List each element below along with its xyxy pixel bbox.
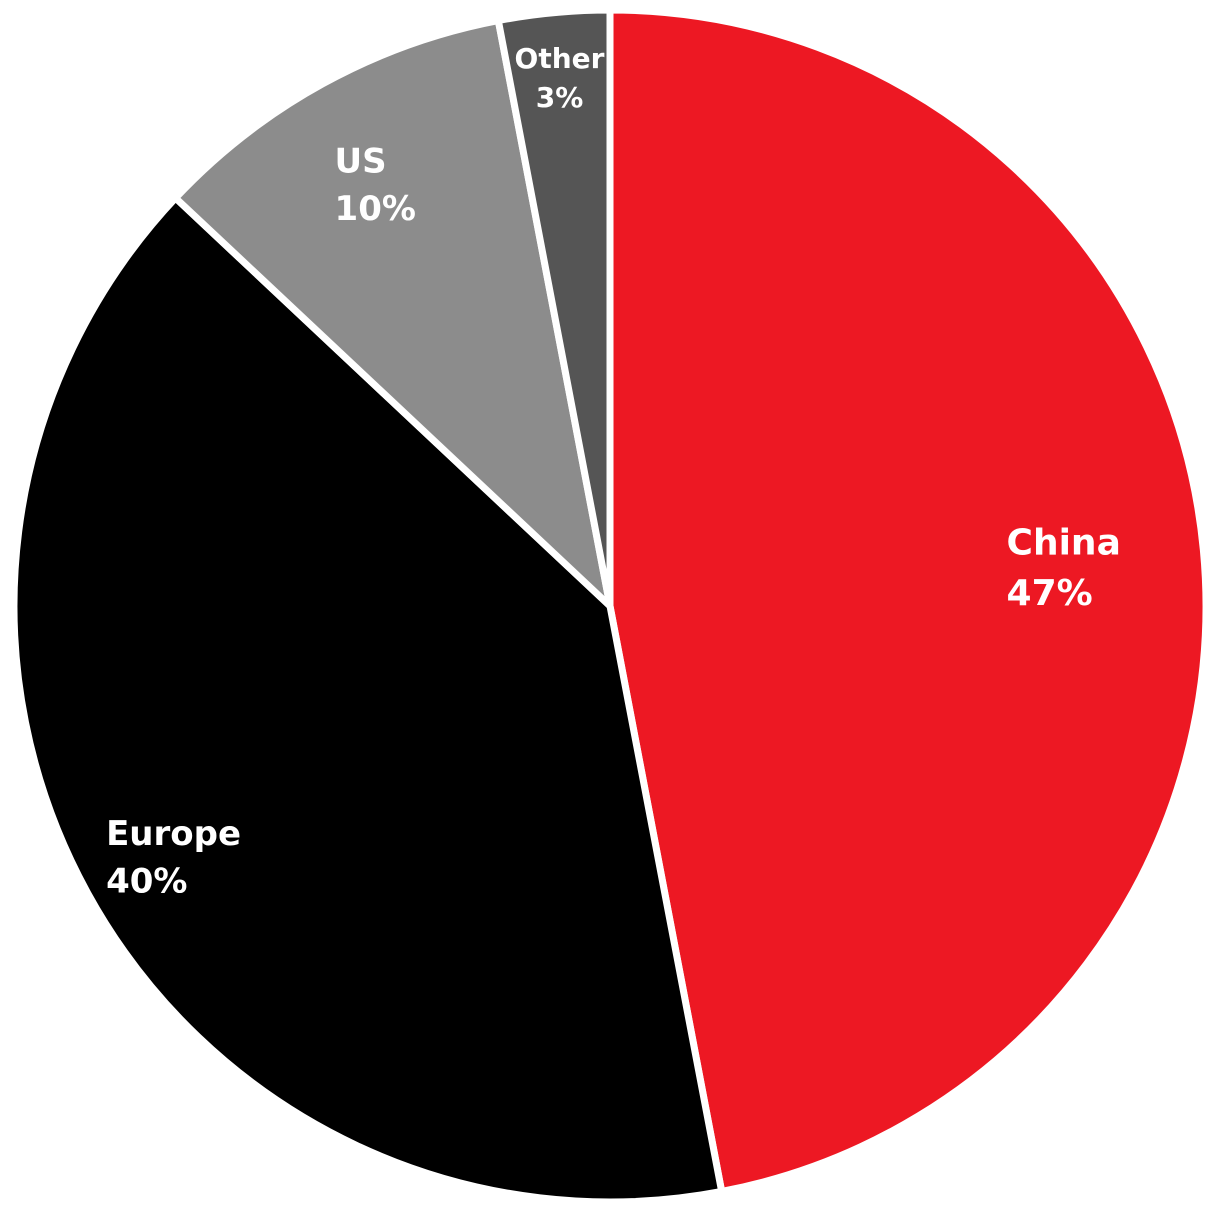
pie-slices — [10, 6, 1206, 1205]
slice-value-us: 10% — [335, 189, 416, 229]
pie-slice-us — [172, 17, 614, 610]
slice-label-china: China — [1007, 523, 1121, 564]
pie-slice-other — [494, 6, 614, 610]
slice-label-other: Other — [515, 42, 605, 75]
slice-value-other: 3% — [536, 81, 584, 114]
slice-value-europe: 40% — [106, 862, 187, 902]
slice-value-china: 47% — [1007, 573, 1093, 614]
pie-slice-europe — [10, 194, 726, 1205]
pie-slice-china — [606, 6, 1206, 1195]
slice-label-us: US — [335, 142, 387, 182]
slice-label-europe: Europe — [106, 814, 241, 854]
pie-labels: China 47% Europe 40% US 10% Other 3% — [106, 42, 1121, 902]
